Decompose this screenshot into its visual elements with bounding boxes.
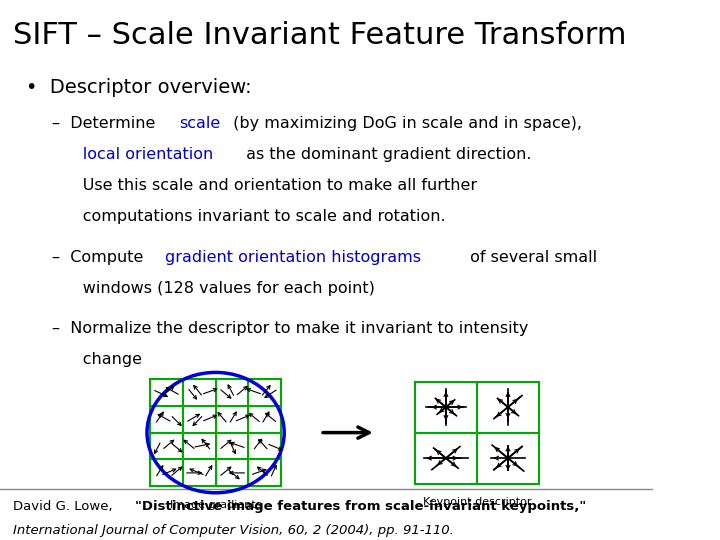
Text: Keypoint descriptor: Keypoint descriptor — [423, 497, 531, 507]
Text: –  Normalize the descriptor to make it invariant to intensity: – Normalize the descriptor to make it in… — [53, 321, 528, 336]
Text: Image gradients: Image gradients — [170, 500, 261, 510]
Text: –  Determine: – Determine — [53, 116, 161, 131]
Text: (by maximizing DoG in scale and in space),: (by maximizing DoG in scale and in space… — [228, 116, 582, 131]
Text: as the dominant gradient direction.: as the dominant gradient direction. — [241, 147, 531, 161]
Text: "Distinctive image features from scale-invariant keypoints,": "Distinctive image features from scale-i… — [135, 500, 586, 513]
Text: Use this scale and orientation to make all further: Use this scale and orientation to make a… — [53, 178, 477, 193]
Text: computations invariant to scale and rotation.: computations invariant to scale and rota… — [53, 209, 446, 224]
Text: change: change — [53, 353, 143, 367]
Text: International Journal of Computer Vision, 60, 2 (2004), pp. 91-110.: International Journal of Computer Vision… — [13, 524, 454, 537]
Text: scale: scale — [179, 116, 220, 131]
Text: SIFT – Scale Invariant Feature Transform: SIFT – Scale Invariant Feature Transform — [13, 22, 626, 51]
Text: •  Descriptor overview:: • Descriptor overview: — [26, 78, 252, 97]
Text: –  Compute: – Compute — [53, 249, 149, 265]
Text: windows (128 values for each point): windows (128 values for each point) — [53, 281, 375, 296]
Text: of several small: of several small — [465, 249, 597, 265]
Text: gradient orientation histograms: gradient orientation histograms — [166, 249, 421, 265]
Text: local orientation: local orientation — [53, 147, 214, 161]
Text: David G. Lowe,: David G. Lowe, — [13, 500, 117, 513]
